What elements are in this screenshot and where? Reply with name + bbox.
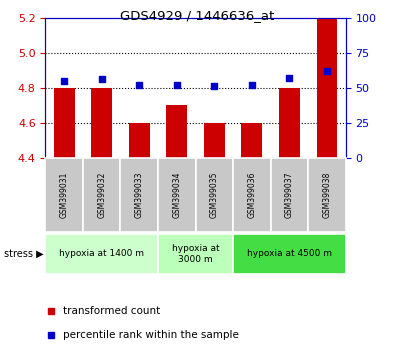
Text: GSM399037: GSM399037 bbox=[285, 171, 294, 218]
Text: GSM399034: GSM399034 bbox=[172, 171, 181, 218]
Bar bbox=[45, 158, 83, 232]
Point bbox=[136, 82, 143, 88]
Bar bbox=[158, 158, 196, 232]
Text: GSM399038: GSM399038 bbox=[322, 171, 331, 218]
Bar bbox=[120, 158, 158, 232]
Text: GSM399033: GSM399033 bbox=[135, 171, 144, 218]
Point bbox=[99, 76, 105, 82]
Point bbox=[286, 75, 292, 81]
Bar bbox=[91, 88, 112, 158]
Bar bbox=[204, 122, 225, 158]
Bar bbox=[271, 158, 308, 232]
Point bbox=[173, 82, 180, 88]
Text: GSM399032: GSM399032 bbox=[97, 171, 106, 218]
Point bbox=[61, 78, 67, 84]
Bar bbox=[83, 158, 120, 232]
Point bbox=[249, 82, 255, 88]
Bar bbox=[129, 122, 150, 158]
Point bbox=[211, 84, 217, 89]
Bar bbox=[158, 234, 233, 274]
Text: transformed count: transformed count bbox=[64, 306, 161, 316]
Bar bbox=[196, 158, 233, 232]
Bar bbox=[316, 18, 337, 158]
Bar bbox=[308, 158, 346, 232]
Bar bbox=[45, 234, 158, 274]
Text: GSM399035: GSM399035 bbox=[210, 171, 219, 218]
Text: hypoxia at 4500 m: hypoxia at 4500 m bbox=[247, 250, 332, 258]
Bar bbox=[54, 88, 75, 158]
Text: GDS4929 / 1446636_at: GDS4929 / 1446636_at bbox=[120, 9, 275, 22]
Text: hypoxia at
3000 m: hypoxia at 3000 m bbox=[172, 244, 219, 264]
Text: stress ▶: stress ▶ bbox=[4, 249, 43, 259]
Text: GSM399031: GSM399031 bbox=[60, 171, 69, 218]
Bar bbox=[233, 158, 271, 232]
Bar bbox=[166, 105, 187, 158]
Point bbox=[324, 68, 330, 74]
Bar bbox=[279, 88, 300, 158]
Text: percentile rank within the sample: percentile rank within the sample bbox=[64, 330, 239, 339]
Text: hypoxia at 1400 m: hypoxia at 1400 m bbox=[59, 250, 144, 258]
Bar bbox=[241, 122, 262, 158]
Bar bbox=[233, 234, 346, 274]
Text: GSM399036: GSM399036 bbox=[247, 171, 256, 218]
